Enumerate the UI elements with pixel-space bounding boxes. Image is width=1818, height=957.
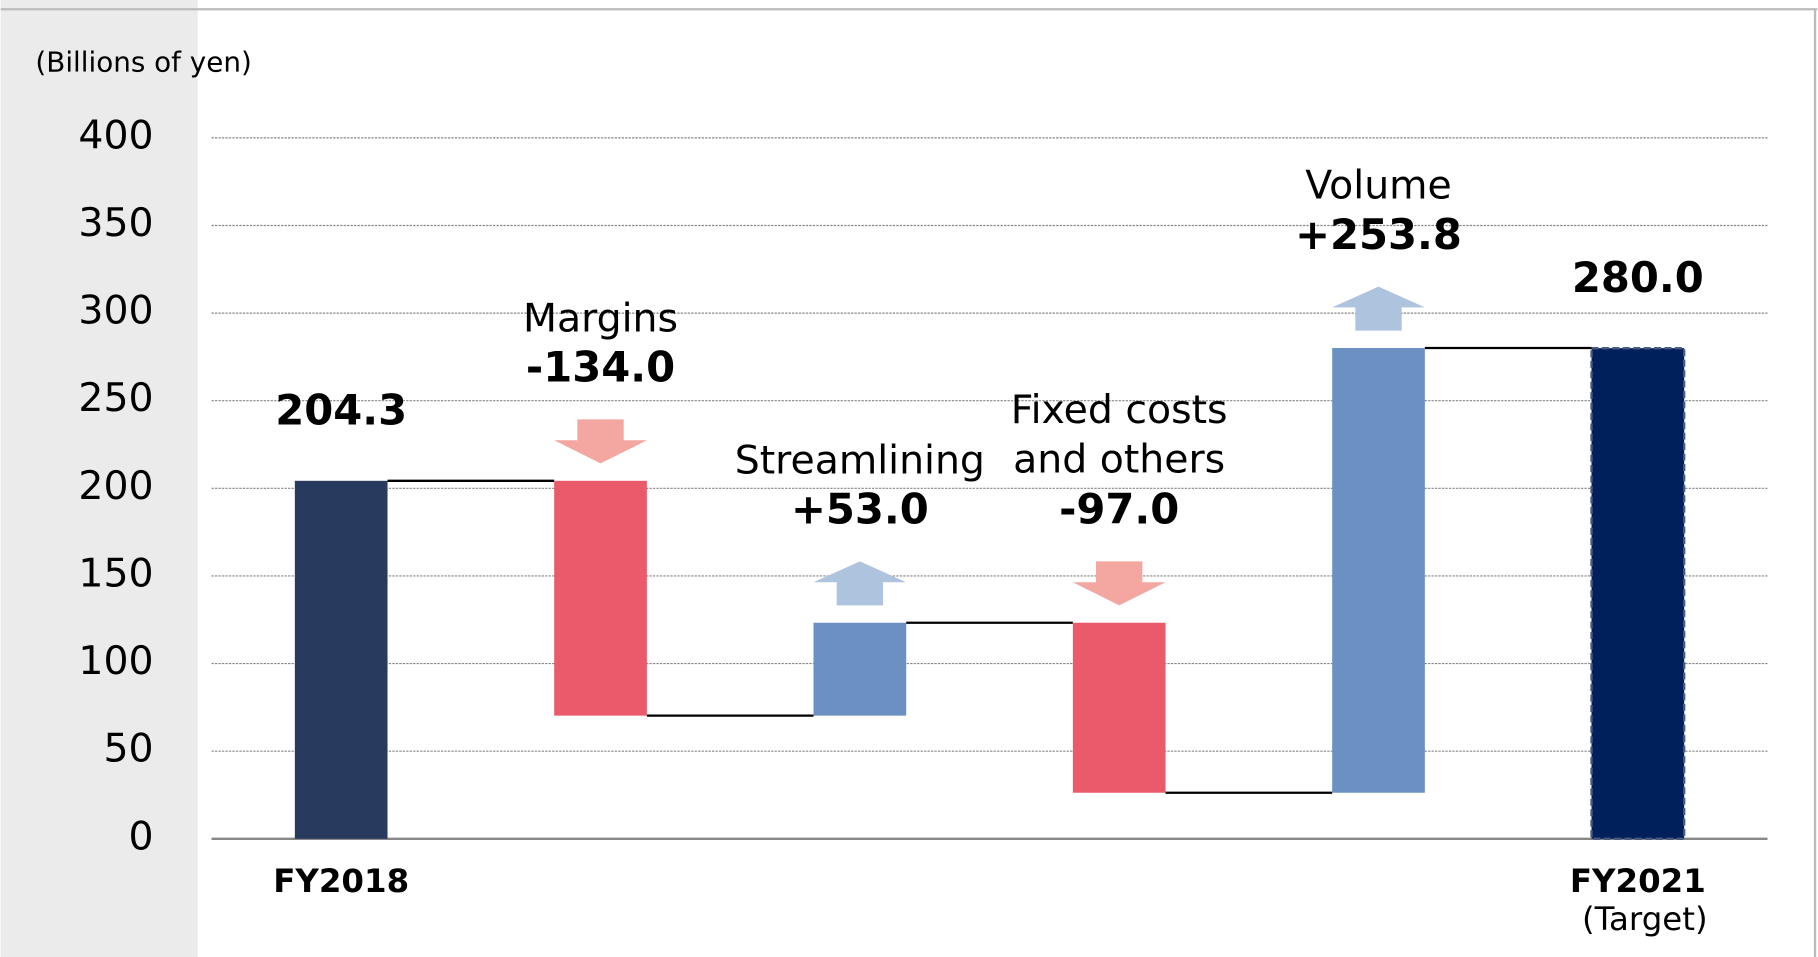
y-tick-label: 350 bbox=[78, 200, 153, 246]
bar bbox=[554, 480, 647, 716]
y-tick-label: 150 bbox=[78, 550, 153, 596]
step-label: Fixed costs and others bbox=[1011, 386, 1228, 482]
bar bbox=[294, 480, 388, 839]
y-tick-label: 250 bbox=[78, 375, 153, 421]
y-tick-label: 50 bbox=[103, 726, 153, 772]
arrow bbox=[1332, 286, 1425, 331]
value-label: +53.0 bbox=[791, 485, 929, 534]
arrow bbox=[1072, 561, 1166, 606]
y-tick-label: 400 bbox=[78, 112, 153, 158]
step-label: Volume bbox=[1305, 163, 1451, 209]
y-axis-label: (Billions of yen) bbox=[35, 46, 251, 79]
value-label: -97.0 bbox=[1059, 485, 1179, 534]
value-label: +253.8 bbox=[1295, 210, 1462, 259]
x-tick-label: FY2018 bbox=[273, 862, 409, 900]
step-label: Margins bbox=[523, 295, 678, 341]
value-label: -134.0 bbox=[526, 343, 675, 392]
y-tick-label: 0 bbox=[129, 813, 154, 859]
bar bbox=[1590, 346, 1686, 840]
value-label: 280.0 bbox=[1572, 253, 1704, 302]
x-tick-label: FY2021 bbox=[1570, 862, 1706, 900]
y-tick-label: 200 bbox=[78, 463, 153, 509]
bar bbox=[1072, 622, 1166, 793]
y-tick-label: 100 bbox=[78, 638, 153, 684]
arrow bbox=[813, 561, 907, 606]
arrow bbox=[554, 419, 647, 464]
bar bbox=[1332, 347, 1425, 793]
y-tick-label: 300 bbox=[78, 288, 153, 334]
step-label: Streamlining bbox=[735, 437, 985, 483]
bar bbox=[813, 622, 907, 716]
x-tick-note: (Target) bbox=[1582, 900, 1708, 938]
axis-panel bbox=[0, 0, 198, 957]
value-label: 204.3 bbox=[275, 386, 407, 435]
